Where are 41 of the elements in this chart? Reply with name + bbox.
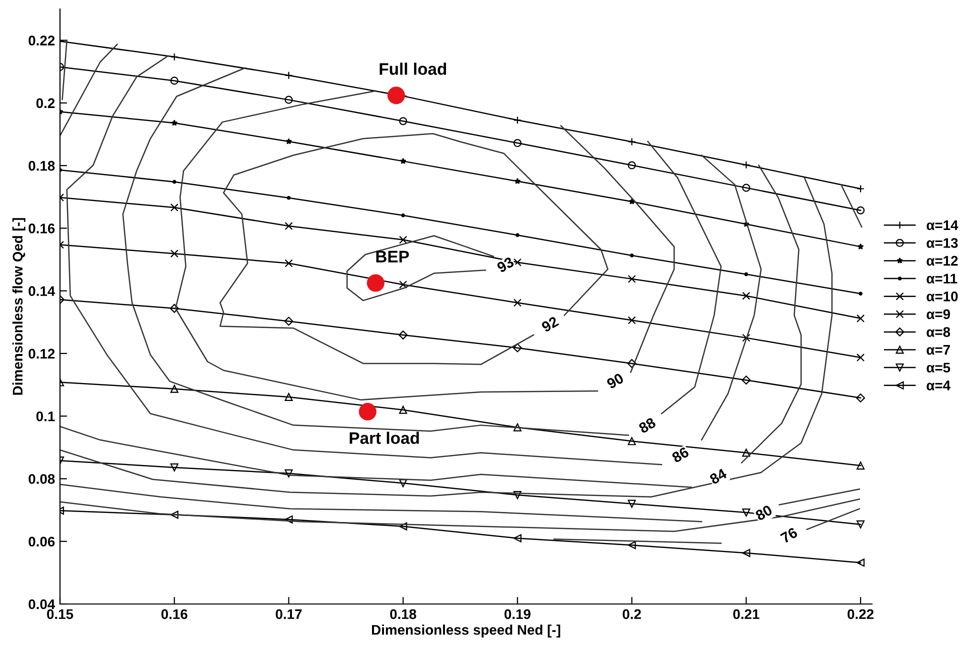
y-tick-label: 0.16 [28, 224, 55, 234]
x-tick-label: 0.22 [848, 609, 874, 620]
annotation: 90 [606, 372, 624, 390]
x-tick-label: 0.15 [47, 609, 74, 620]
legend-label: α=8 [926, 327, 950, 337]
annotation: Full load [380, 62, 446, 75]
annotation: Part load [350, 432, 419, 444]
annotation: 92 [540, 316, 560, 332]
y-axis-title: Dimensionless flow Qed [-] [12, 218, 26, 395]
annotation: 84 [708, 468, 728, 485]
y-tick-label: 0.06 [28, 536, 55, 547]
y-tick-label: 0.1 [36, 411, 55, 422]
legend-label: α=12 [926, 256, 958, 266]
annotation: BEP [376, 250, 409, 262]
y-tick-label: 0.18 [28, 160, 55, 171]
legend-label: α=14 [926, 220, 958, 230]
annotation: 88 [638, 417, 656, 434]
x-axis-title: Dimensionless speed Ned [-] [372, 624, 560, 638]
legend-label: α=11 [926, 274, 958, 284]
y-tick-label: 0.12 [28, 348, 55, 359]
legend-label: α=13 [926, 238, 958, 248]
annotation: 86 [671, 446, 690, 464]
legend-label: α=10 [926, 291, 958, 302]
y-tick-label: 0.2 [36, 98, 55, 108]
y-tick-label: 0.22 [28, 36, 55, 46]
x-tick-label: 0.18 [390, 609, 416, 620]
x-tick-label: 0.16 [161, 609, 188, 620]
legend-label: α=5 [926, 362, 950, 373]
x-tick-label: 0.21 [733, 609, 760, 620]
y-tick-label: 0.08 [28, 474, 55, 484]
annotation: 93 [496, 256, 515, 273]
x-tick-label: 0.17 [276, 609, 302, 620]
legend-label: α=7 [926, 345, 950, 355]
annotation: 76 [780, 527, 798, 544]
x-tick-label: 0.2 [622, 609, 641, 620]
y-tick-label: 0.14 [28, 286, 56, 296]
legend-label: α=4 [926, 380, 950, 390]
y-tick-label: 0.04 [28, 599, 56, 610]
x-tick-label: 0.19 [504, 609, 530, 620]
legend-label: α=9 [926, 309, 950, 320]
annotation: 80 [754, 504, 773, 522]
